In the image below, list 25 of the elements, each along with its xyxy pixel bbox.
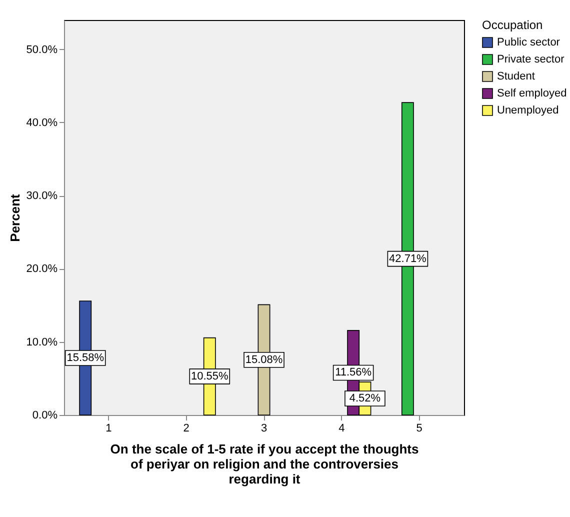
legend-label: Unemployed [497, 104, 559, 116]
y-tick-label: 50.0% [26, 44, 58, 56]
x-tick-label: 4 [338, 422, 345, 434]
x-tick-label: 1 [106, 422, 112, 434]
data-label: 11.56% [335, 366, 372, 379]
data-label: 15.08% [245, 354, 283, 366]
y-tick-label: 10.0% [26, 336, 58, 348]
legend-label: Private sector [497, 54, 565, 66]
x-tick-label: 2 [183, 422, 190, 434]
y-tick-label: 40.0% [26, 116, 58, 129]
legend-label: Student [497, 70, 535, 82]
y-axis-title: Percent [7, 193, 22, 242]
data-label: 4.52% [349, 392, 381, 404]
x-tick-label: 5 [416, 422, 422, 434]
data-label: 10.55% [190, 370, 228, 382]
legend-title: Occupation [482, 18, 543, 32]
legend-label: Self employed [497, 88, 567, 100]
y-tick-label: 0.0% [32, 410, 58, 422]
x-tick-label: 3 [260, 422, 268, 434]
y-tick-label: 30.0% [26, 190, 58, 202]
data-label: 42.71% [389, 252, 427, 265]
legend-label: Public sector [497, 36, 560, 48]
data-label: 15.58% [66, 352, 104, 364]
x-axis-title: On the scale of 1-5 rate if you accept the thoughts of periyar on religion and the controversies regarding it [110, 442, 419, 486]
y-tick-label: 20.0% [26, 263, 58, 276]
